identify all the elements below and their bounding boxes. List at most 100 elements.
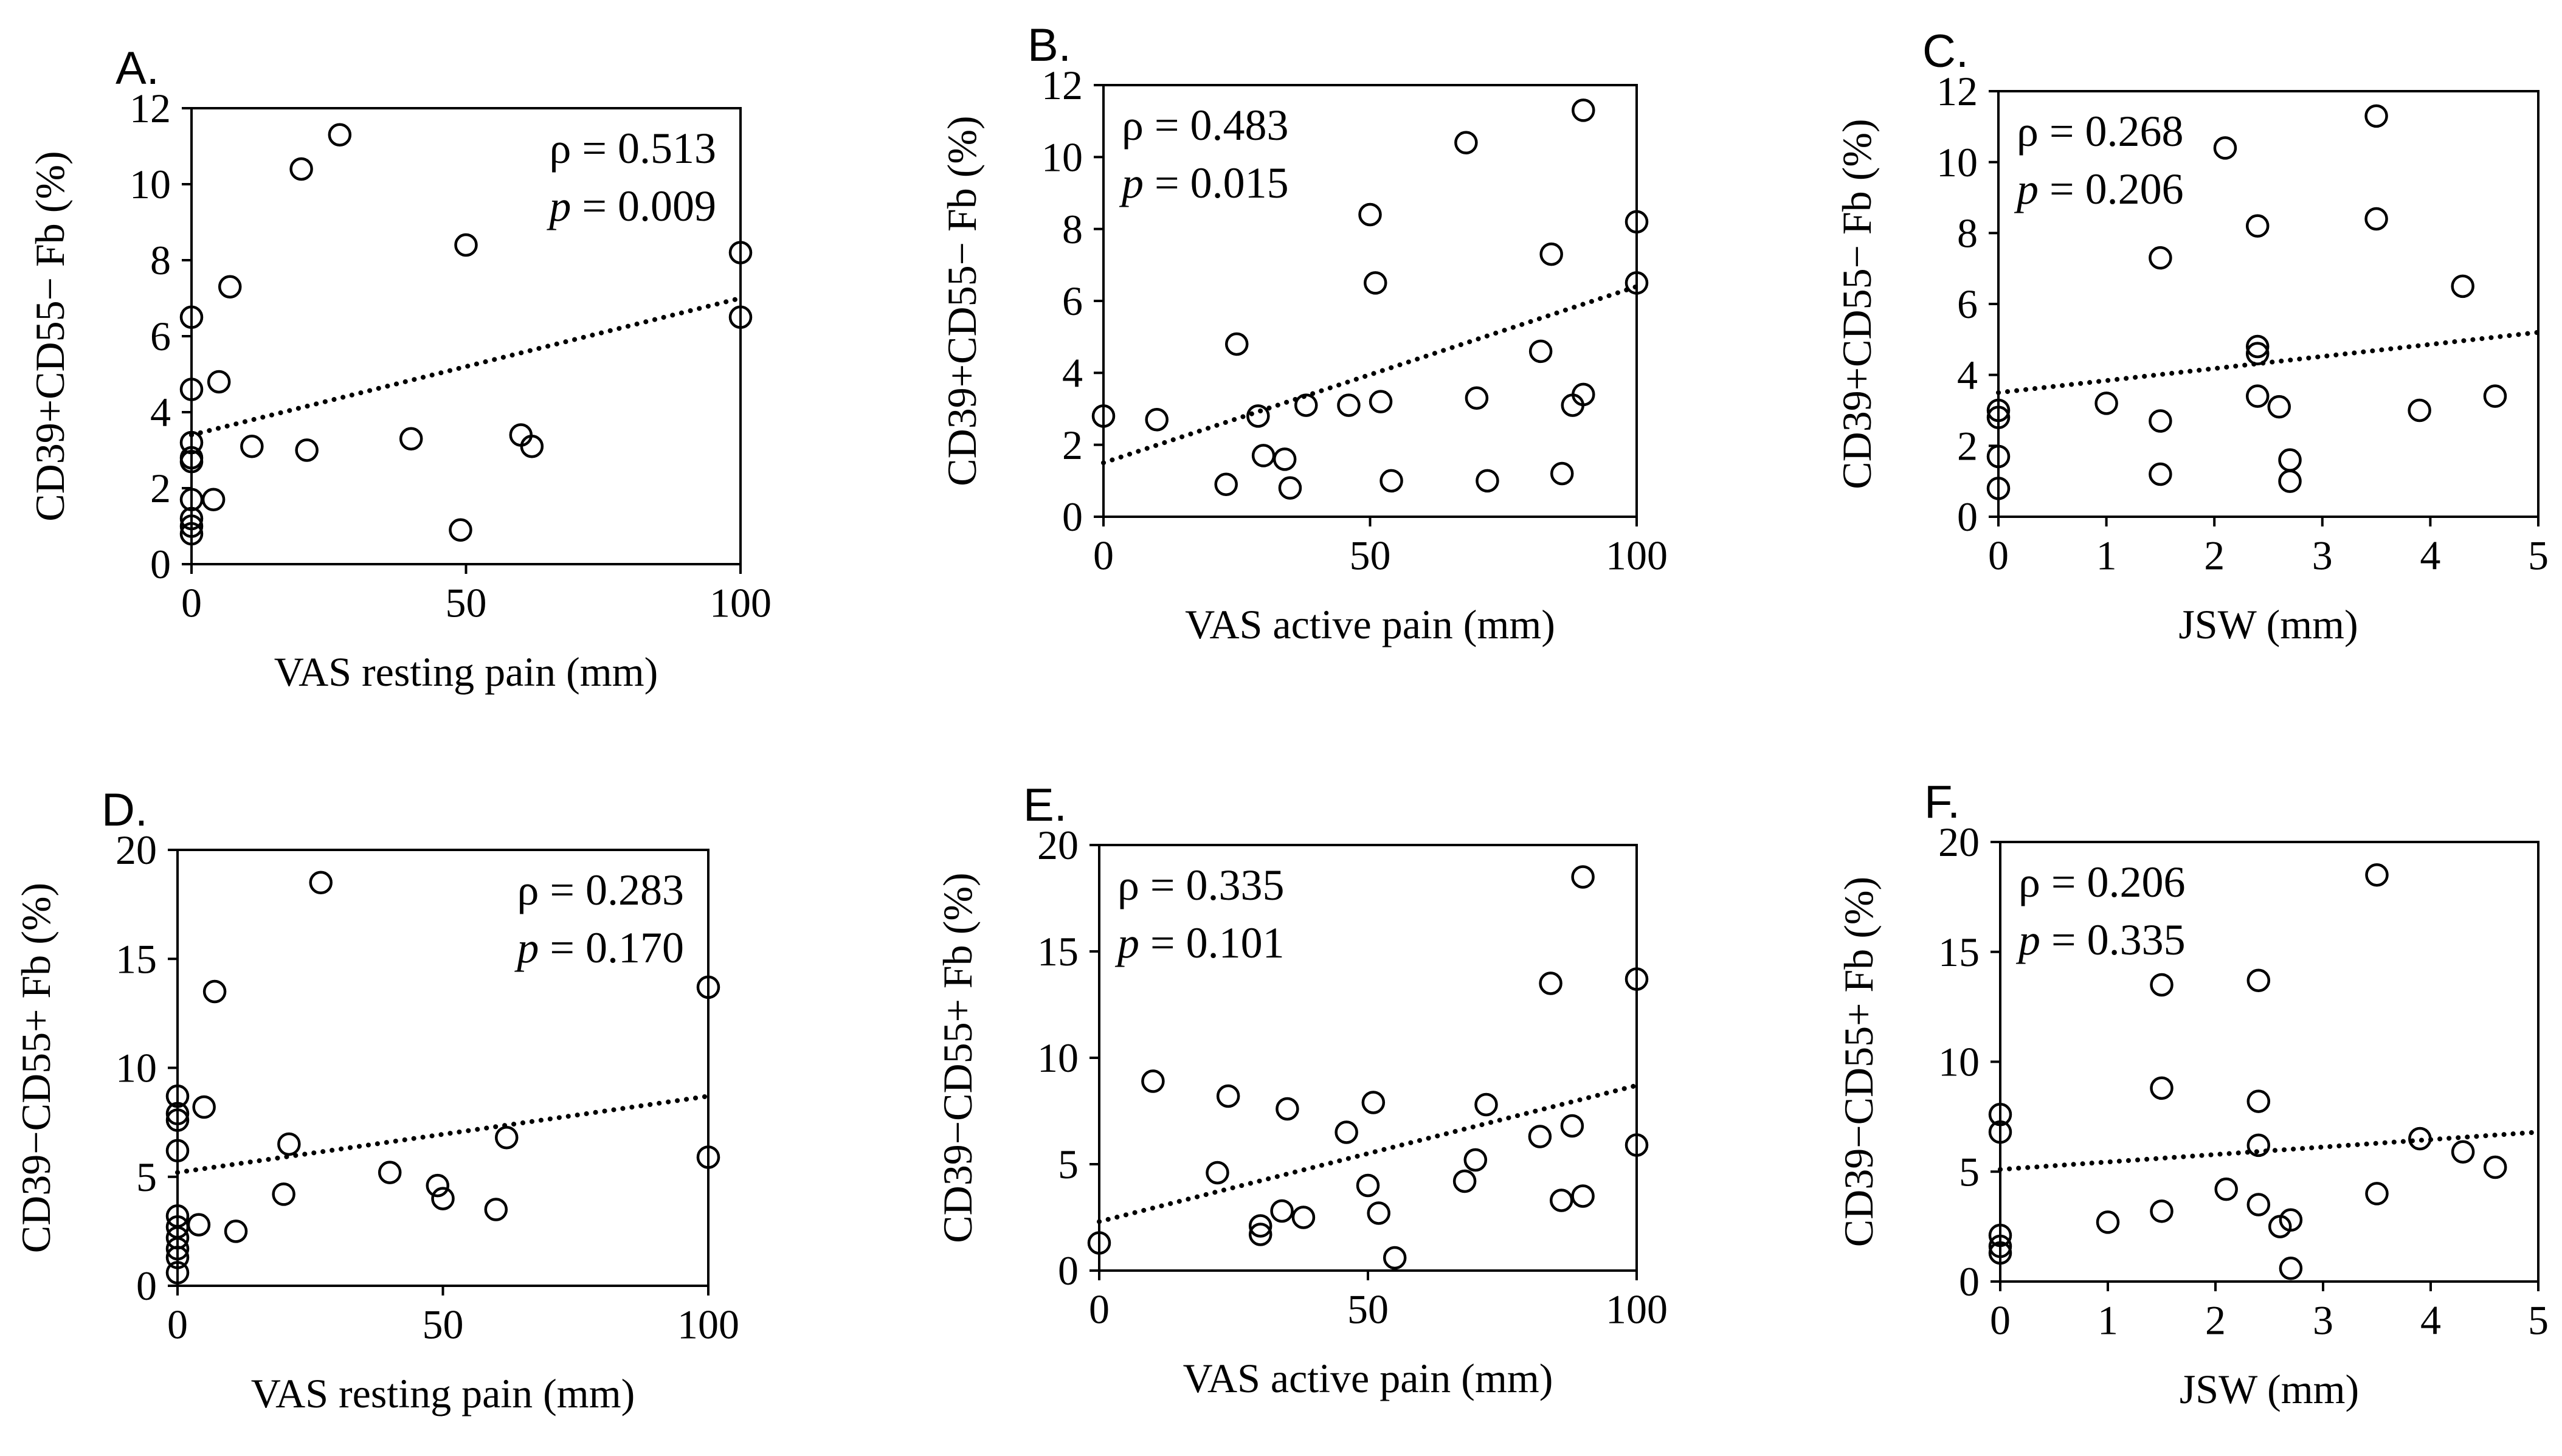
data-point <box>224 1220 248 1243</box>
y-tick-label: 5 <box>1959 1148 1980 1195</box>
data-point <box>1454 131 1478 154</box>
data-point <box>1625 1133 1649 1157</box>
x-tick-label: 3 <box>2312 532 2333 578</box>
y-tick-label: 8 <box>1957 210 1978 256</box>
p-value: = 0.170 <box>539 923 684 972</box>
y-tick-label: 20 <box>116 827 157 873</box>
data-point <box>2149 246 2172 270</box>
data-point <box>309 871 333 895</box>
data-point <box>495 1125 519 1150</box>
trendline <box>1998 1130 2541 1172</box>
data-point <box>1988 1234 2012 1258</box>
data-point <box>295 438 319 462</box>
x-tick-label: 2 <box>2205 1297 2226 1343</box>
p-value: = 0.206 <box>2039 165 2184 213</box>
data-point <box>1246 404 1270 428</box>
y-tick-label: 2 <box>1062 422 1083 468</box>
x-tick-label: 50 <box>446 579 487 626</box>
data-point <box>1988 1241 2012 1265</box>
data-point <box>1251 444 1276 468</box>
data-point <box>1216 1084 1240 1108</box>
x-tick-label: 0 <box>1988 532 2009 578</box>
data-point <box>165 1139 190 1162</box>
x-tick-label: 50 <box>423 1301 464 1347</box>
p-value: = 0.015 <box>1144 159 1289 207</box>
data-point <box>1988 1120 2012 1144</box>
data-point <box>1549 1189 1573 1212</box>
data-point <box>1367 1201 1390 1225</box>
y-tick-label: 20 <box>1037 822 1079 868</box>
data-point <box>2246 1133 2271 1158</box>
p-value: = 0.009 <box>571 182 716 230</box>
data-point <box>2483 384 2507 408</box>
x-axis-label: JSW (mm) <box>2178 601 2358 647</box>
p-value: = 0.101 <box>1139 919 1285 967</box>
data-point <box>1087 1231 1111 1255</box>
data-point <box>277 1132 301 1156</box>
y-tick-label: 10 <box>1037 1035 1079 1081</box>
data-point <box>2408 398 2431 423</box>
y-tick-label: 12 <box>1936 68 1978 114</box>
y-tick-label: 8 <box>1062 206 1083 252</box>
x-tick-label: 1 <box>2098 1297 2118 1343</box>
data-point <box>2364 104 2388 128</box>
data-point <box>1986 405 2011 429</box>
x-tick-label: 1 <box>2096 532 2117 578</box>
x-tick-label: 3 <box>2313 1297 2333 1343</box>
data-point <box>165 1084 190 1108</box>
y-axis-label: CD39+CD55− Fb (%) <box>27 151 73 521</box>
data-point <box>2364 207 2388 231</box>
data-point <box>1248 1223 1272 1246</box>
y-tick-label: 2 <box>150 465 171 511</box>
y-axis-label: CD39−CD55+ Fb (%) <box>1835 877 1882 1247</box>
data-point <box>2245 384 2270 408</box>
data-point <box>1572 98 1595 122</box>
data-point <box>2483 1155 2507 1179</box>
plot-frame <box>1102 84 1638 518</box>
data-point <box>1272 447 1297 471</box>
x-tick-label: 5 <box>2528 1297 2549 1343</box>
data-point <box>1214 472 1238 496</box>
data-point <box>1145 408 1169 432</box>
y-axis-label: CD39−CD55+ Fb (%) <box>13 883 59 1253</box>
x-tick-label: 4 <box>2420 1297 2441 1343</box>
y-axis-label: CD39−CD55+ Fb (%) <box>934 872 981 1243</box>
data-point <box>696 1145 720 1169</box>
data-point <box>2365 863 2389 887</box>
y-tick-label: 2 <box>1957 423 1978 469</box>
y-tick-label: 4 <box>150 389 171 435</box>
data-point <box>2451 1140 2475 1164</box>
data-point <box>1278 476 1302 500</box>
y-tick-label: 0 <box>1058 1247 1079 1294</box>
rho-annotation: ρ = 0.483 <box>1122 101 1289 150</box>
data-point <box>728 241 753 264</box>
data-point <box>1248 1214 1272 1238</box>
y-tick-label: 0 <box>1062 494 1083 540</box>
data-point <box>2214 1177 2238 1201</box>
y-axis-label: CD39+CD55− Fb (%) <box>939 116 985 486</box>
p-annotation: p = 0.015 <box>1119 159 1289 207</box>
data-point <box>179 506 204 531</box>
p-annotation: p = 0.206 <box>2014 165 2184 213</box>
y-tick-label: 20 <box>1938 819 1980 865</box>
data-point <box>192 1095 216 1119</box>
data-point <box>165 1261 190 1285</box>
data-point <box>1474 1092 1498 1117</box>
y-tick-label: 6 <box>1957 281 1978 327</box>
y-tick-label: 0 <box>150 541 171 587</box>
y-tick-label: 10 <box>1936 139 1978 185</box>
y-tick-label: 10 <box>129 161 171 207</box>
data-point <box>1383 1246 1407 1270</box>
panel-label: E. <box>1023 779 1067 831</box>
data-point <box>2279 1208 2303 1232</box>
y-tick-label: 4 <box>1957 352 1978 398</box>
data-point <box>2149 462 2172 486</box>
trendline <box>1097 1083 1639 1224</box>
p-annotation: p = 0.009 <box>546 182 716 230</box>
x-tick-label: 50 <box>1350 532 1391 578</box>
data-point <box>218 275 242 298</box>
data-point <box>520 435 544 458</box>
trendline <box>175 1094 711 1175</box>
x-tick-label: 50 <box>1347 1286 1389 1332</box>
